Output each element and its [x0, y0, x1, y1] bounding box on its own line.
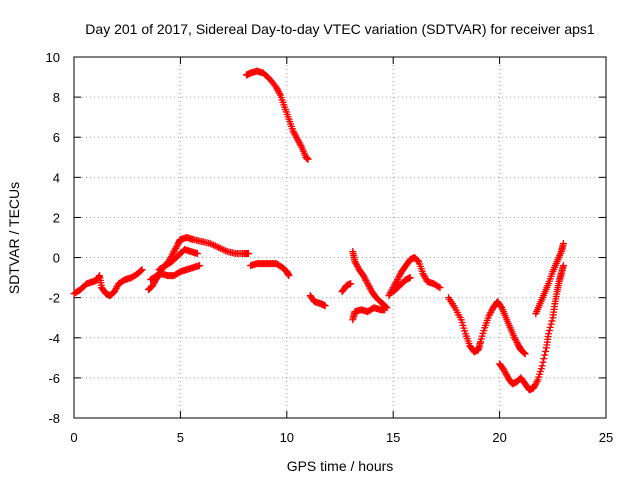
data-point: [542, 347, 550, 355]
series-seg10: [349, 304, 389, 324]
chart-title: Day 201 of 2017, Sidereal Day-to-day VTE…: [85, 21, 595, 37]
x-axis-label: GPS time / hours: [287, 458, 394, 474]
series-seg9: [349, 248, 391, 312]
data-point: [540, 355, 548, 363]
data-point: [196, 262, 204, 270]
series-seg4: [155, 246, 201, 274]
data-point: [276, 90, 284, 98]
data-marks: [70, 67, 567, 394]
y-tick-label: 8: [53, 90, 60, 105]
x-tick-labels: 0 5 10 15 20 25: [70, 430, 613, 445]
data-point: [533, 377, 541, 385]
data-point: [545, 330, 553, 338]
x-tick-label: 10: [280, 430, 294, 445]
series-seg8: [338, 280, 355, 296]
data-point: [193, 250, 201, 258]
series-seg14: [496, 262, 567, 394]
series-seg3: [147, 234, 252, 284]
data-point: [381, 306, 389, 314]
y-tick-label: 6: [53, 130, 60, 145]
data-point: [520, 349, 528, 357]
data-point: [559, 262, 567, 270]
y-tick-label: -8: [48, 411, 60, 426]
data-point: [435, 283, 443, 291]
x-tick-label: 0: [70, 430, 77, 445]
y-tick-label: 2: [53, 210, 60, 225]
data-point: [406, 274, 414, 282]
data-point: [285, 272, 293, 280]
x-tick-label: 5: [177, 430, 184, 445]
data-point: [304, 155, 312, 163]
data-point: [137, 266, 145, 274]
data-point: [521, 350, 529, 358]
x-tick-label: 20: [492, 430, 506, 445]
data-point: [321, 302, 329, 310]
series-seg7: [306, 292, 329, 310]
data-point: [436, 284, 444, 292]
y-tick-label: 4: [53, 170, 60, 185]
data-point: [297, 142, 305, 150]
series-seg5: [247, 260, 293, 280]
series-seg11: [385, 254, 444, 300]
data-point: [545, 327, 553, 335]
data-point: [138, 266, 146, 274]
y-tick-label: -4: [48, 331, 60, 346]
axis-ticks: [73, 56, 607, 419]
data-point: [546, 323, 554, 331]
data-point: [347, 280, 355, 288]
data-point: [244, 250, 252, 258]
plot-frame: [73, 56, 607, 419]
y-tick-labels: -8 -6 -4 -2 0 2 4 6 8 10: [46, 50, 60, 426]
data-point: [548, 317, 556, 325]
data-point: [539, 358, 547, 366]
y-tick-label: 0: [53, 251, 60, 266]
y-tick-label: -2: [48, 291, 60, 306]
series-seg13: [445, 294, 529, 358]
y-axis-label: SDTVAR / TECUs: [6, 182, 22, 294]
data-point: [559, 240, 567, 248]
series-seg1: [70, 266, 146, 300]
series-seg12: [389, 274, 414, 296]
grid-lines: [74, 57, 606, 418]
data-point: [538, 362, 546, 370]
x-tick-label: 15: [386, 430, 400, 445]
data-point: [547, 320, 555, 328]
series-seg6: [242, 67, 312, 163]
series-seg15: [532, 240, 567, 318]
x-tick-label: 25: [599, 430, 613, 445]
y-tick-label: -6: [48, 371, 60, 386]
y-tick-label: 10: [46, 50, 60, 65]
data-point: [541, 351, 549, 359]
